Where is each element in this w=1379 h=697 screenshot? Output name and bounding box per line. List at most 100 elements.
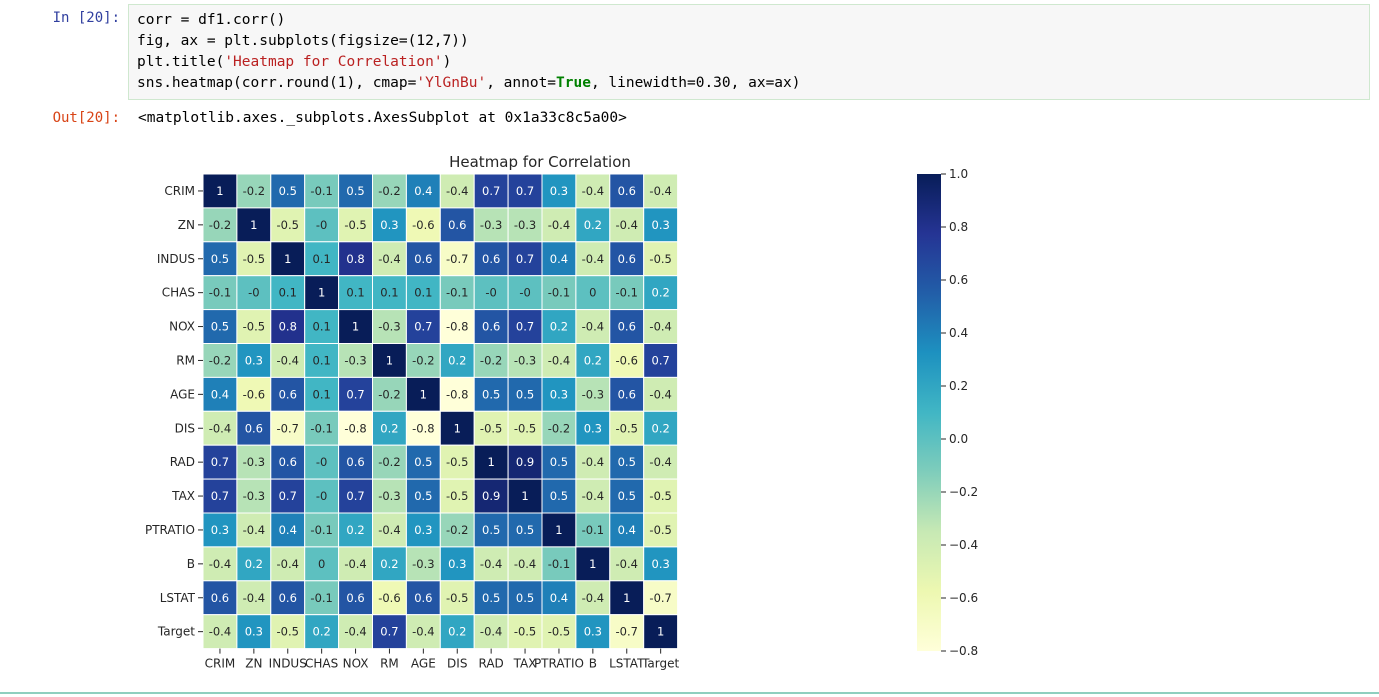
code-token: , linewidth=0.30, ax=ax) [590, 75, 801, 91]
cell-value: -0.6 [378, 591, 400, 605]
cell-value: 1 [352, 320, 359, 334]
heatmap-cell [609, 614, 645, 650]
cell-value: -0.1 [310, 421, 332, 435]
cell-value: 0.4 [550, 591, 568, 605]
cell-value: -0.1 [582, 523, 604, 537]
x-tick-label: LSTAT [609, 657, 645, 671]
cell-value: 0.2 [380, 557, 398, 571]
cell-value: -0.5 [446, 489, 468, 503]
cell-value: -0.5 [514, 625, 536, 639]
colorbar-tick-label: −0.6 [949, 591, 978, 605]
cell-value: 0.3 [652, 557, 670, 571]
code-line: plt.title('Heatmap for Correlation') [137, 52, 1361, 73]
cell-value: 0.5 [550, 489, 568, 503]
heatmap-cell [338, 275, 374, 311]
cell-value: -0.5 [243, 252, 265, 266]
cell-value: -0 [316, 455, 327, 469]
y-tick-label: PTRATIO [145, 523, 195, 537]
heatmap-cell [575, 410, 611, 446]
code-token: fig, ax = plt.subplots(figsize=(12,7)) [137, 33, 469, 49]
cell-value: -0.3 [344, 353, 366, 367]
heatmap-cell [643, 512, 679, 548]
cell-value: -0.2 [412, 353, 434, 367]
heatmap-cell [270, 478, 306, 514]
cell-value: -0.4 [582, 184, 604, 198]
cell-value: 0.5 [414, 455, 432, 469]
colorbar-tick-label: −0.2 [949, 485, 978, 499]
cell-value: 0.3 [245, 625, 263, 639]
heatmap-cell [439, 343, 475, 378]
heatmap-cell [609, 376, 645, 412]
cell-value: 1 [250, 218, 257, 232]
cell-value: 0.2 [652, 421, 670, 435]
heatmap-cell [473, 343, 509, 378]
heatmap-cell [338, 580, 374, 616]
cell-value: 0.7 [516, 252, 534, 266]
cell-value: 0.1 [414, 286, 432, 300]
code-cell[interactable]: corr = df1.corr() fig, ax = plt.subplots(… [128, 4, 1370, 100]
cell-value: 0.9 [482, 489, 500, 503]
heatmap-cell [270, 343, 306, 378]
cell-value: 0.3 [448, 557, 466, 571]
heatmap-cell [439, 275, 475, 311]
heatmap-cell [304, 376, 340, 412]
cell-value: -0.5 [446, 591, 468, 605]
cell-value: 1 [318, 286, 325, 300]
cell-value: -0.5 [548, 625, 570, 639]
heatmap-cell [338, 309, 374, 345]
heatmap-cell [575, 376, 611, 412]
cell-value: 0.1 [313, 387, 331, 401]
cell-value: 1 [420, 387, 427, 401]
cell-value: 0.4 [279, 523, 297, 537]
cell-value: 0.7 [211, 455, 229, 469]
heatmap-cell [541, 614, 577, 650]
heatmap-cell [304, 410, 340, 446]
cell-value: 0.7 [346, 489, 364, 503]
heatmap-cell [236, 207, 272, 243]
cell-value: -0.7 [277, 421, 299, 435]
heatmap-cell [236, 343, 272, 378]
cell-value: -0.2 [378, 455, 400, 469]
heatmap-cell [405, 376, 441, 412]
cell-value: -0.1 [310, 184, 332, 198]
cell-value: 0.1 [380, 286, 398, 300]
cell-value: 0.5 [482, 591, 500, 605]
cell-value: 0.2 [550, 320, 568, 334]
cell-value: 0.8 [346, 252, 364, 266]
cell-value: -0.4 [649, 455, 671, 469]
y-tick-label: ZN [178, 218, 195, 232]
cell-value: 0.2 [584, 218, 602, 232]
cell-value: -0.6 [616, 353, 638, 367]
heatmap-cell [643, 343, 679, 378]
heatmap-cell [439, 207, 475, 243]
x-tick-label: DIS [447, 657, 467, 671]
cell-value: -0.3 [412, 557, 434, 571]
heatmap-cell [338, 478, 374, 514]
cell-value: 0.5 [279, 184, 297, 198]
cell-value: -0.4 [649, 184, 671, 198]
cell-value: -0.4 [277, 353, 299, 367]
cell-value: -0.5 [243, 320, 265, 334]
cell-value: -0.2 [243, 184, 265, 198]
heatmap-cell [575, 546, 611, 582]
cell-value: 0.5 [211, 252, 229, 266]
cell-value: 0.5 [550, 455, 568, 469]
cell-value: -0.4 [277, 557, 299, 571]
cell-value: -0.1 [310, 591, 332, 605]
heatmap-cell [541, 512, 577, 548]
cell-value: 0.9 [516, 455, 534, 469]
cell-value: 1 [454, 421, 461, 435]
cell-value: 0.1 [346, 286, 364, 300]
correlation-heatmap: Heatmap for Correlation 1 -0.2 0.5 -0.1 0.5-… [145, 153, 978, 671]
cell-value: 0.3 [380, 218, 398, 232]
heatmap-cell [439, 580, 475, 616]
cell-value: -0.4 [649, 387, 671, 401]
cell-value: -0.1 [310, 523, 332, 537]
cell-value: -0.7 [616, 625, 638, 639]
heatmap-cell [473, 444, 509, 480]
heatmap-cell [405, 343, 441, 378]
cell-value: 0.2 [584, 353, 602, 367]
heatmap-cell [643, 444, 679, 480]
heatmap-cell [507, 580, 543, 616]
cell-divider [0, 692, 1379, 694]
